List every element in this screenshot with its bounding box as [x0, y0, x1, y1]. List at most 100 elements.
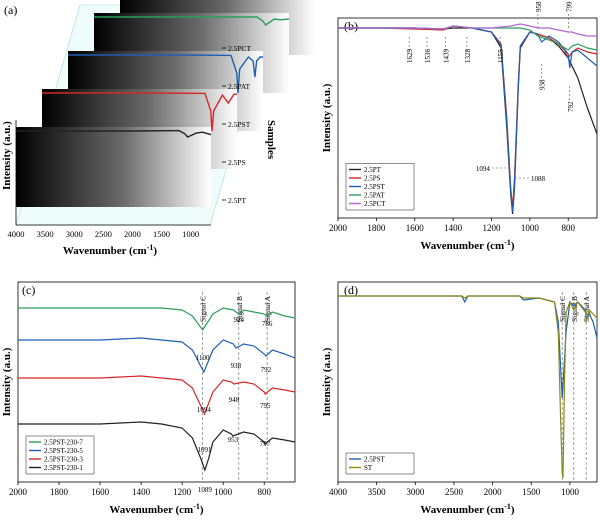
- x-tick-label: 1000: [561, 487, 580, 497]
- panel-a: (a) Intensity (a.u.) 2.5PT 2.5PS 2.5PST 2.5PA…: [1, 0, 315, 257]
- sample-label: 2.5PST: [228, 120, 251, 129]
- y-axis-label: Intensity (a.u.): [1, 347, 13, 416]
- panel-d: 4000 3500 3000 2500 2000 1500 1000 Wavenumber (…: [321, 281, 598, 516]
- x-tick-label: 1800: [50, 487, 69, 497]
- annotation-label: 953: [228, 436, 239, 444]
- x-tick-label: 1000: [182, 229, 199, 239]
- panel-tag: (c): [22, 283, 35, 297]
- series-line-2.5PCT: [94, 16, 290, 26]
- x-tick-label: 2000: [124, 229, 141, 239]
- legend-label: 2.5PST-230-3: [44, 456, 83, 464]
- x-axis-label: Wavenumber (cm-1): [420, 238, 515, 252]
- x-tick-label: 800: [257, 487, 271, 497]
- panel-tag: (b): [344, 19, 358, 33]
- signal-label: Signal A: [582, 295, 591, 322]
- annotation-label: 948: [229, 396, 240, 404]
- legend-label: 2.5PST: [364, 456, 386, 464]
- y-axis-label: Intensity (a.u.): [321, 347, 333, 416]
- legend-label: 2.5PAT: [364, 192, 385, 200]
- x-tick-label: 4000: [8, 229, 25, 239]
- x-tick-label: 1200: [482, 223, 501, 233]
- annotation-label: 792: [261, 366, 272, 374]
- series-line-2.5PT: [16, 129, 212, 138]
- x-tick-label: 3500: [37, 229, 54, 239]
- x-tick-label: 2500: [95, 229, 112, 239]
- x-tick-label: 3000: [66, 229, 83, 239]
- series-line-2.5PST-230-1: [18, 421, 296, 472]
- signal-label: Signal C: [199, 296, 208, 322]
- panel-c: 2000 1800 1600 1400 1200 1000 800 Wavenumber (c…: [1, 281, 296, 516]
- legend-label: 2.5PST: [364, 183, 386, 191]
- series-line-2.5PST-230-3: [18, 375, 296, 416]
- signal-label: Signal A: [263, 295, 272, 322]
- annotation-label: 795: [260, 402, 271, 410]
- annotation-label: 1629: [406, 49, 414, 64]
- x-tick-label: 3500: [368, 487, 387, 497]
- x-tick-label: 1600: [406, 223, 425, 233]
- sample-label: 2.5PAT: [228, 82, 250, 91]
- legend-label: 2.5PST-230-7: [44, 439, 83, 447]
- annotation-label: 1091: [198, 446, 213, 454]
- legend-label: 2.5PST-230-5: [44, 447, 83, 455]
- plot-frame: [337, 17, 598, 219]
- signal-label: Signal C: [558, 296, 567, 322]
- series-line-ST: [338, 295, 598, 479]
- legend-label: 2.5PS: [364, 175, 381, 183]
- annotation-label: 1439: [443, 49, 451, 64]
- annotation-label: 924: [234, 316, 245, 324]
- x-axis-label: Wavenumber (cm-1): [109, 502, 204, 516]
- x-axis-label: Wavenumber (cm-1): [420, 502, 515, 516]
- plot-frame: [17, 281, 296, 483]
- legend-label: 2.5PCT: [364, 200, 386, 208]
- x-tick-label: 1500: [153, 229, 170, 239]
- x-tick-label: 2000: [329, 223, 348, 233]
- annotation-label: 1100: [196, 354, 210, 362]
- legend-label: 2.5PT: [364, 166, 382, 174]
- annotation-label: 797: [260, 440, 271, 448]
- panel-b: 2000 1800 1600 1400 1200 1000 800 Wavenumber (c…: [321, 1, 598, 252]
- x-tick-label: 2000: [9, 487, 28, 497]
- series-line-2.5PCT: [338, 23, 597, 37]
- z-axis-label: Samples: [265, 120, 277, 160]
- series-line-2.5PAT: [42, 92, 237, 132]
- panel-tag: (a): [4, 3, 17, 17]
- x-tick-label: 800: [561, 223, 575, 233]
- y-axis-label: Intensity (a.u.): [321, 83, 333, 152]
- x-tick-label: 3000: [406, 487, 425, 497]
- annotation-label: 1536: [424, 49, 432, 64]
- annotation-label: 958: [535, 1, 543, 12]
- sample-label: 2.5PS: [228, 158, 246, 167]
- annotation-label: 1089: [198, 486, 213, 494]
- sample-label: 2.5PT: [228, 196, 247, 205]
- annotation-label: 786: [262, 320, 273, 328]
- series-line-2.5PST-230-5: [18, 337, 296, 374]
- x-tick-label: 1200: [173, 487, 192, 497]
- annotation-label: 1088: [531, 175, 546, 183]
- y-axis-label: Intensity (a.u.): [1, 121, 13, 190]
- x-tick-label: 2500: [445, 487, 464, 497]
- series-line-2.5PST: [68, 54, 263, 94]
- x-tick-label: 1600: [91, 487, 110, 497]
- x-axis-label: Wavenumber (cm-1): [63, 243, 158, 257]
- x-tick-label: 1400: [132, 487, 151, 497]
- annotation-label: 938: [539, 79, 547, 90]
- annotation-label: 792: [567, 101, 575, 112]
- annotation-label: 1094: [197, 406, 212, 414]
- signal-label: Signal B: [235, 296, 244, 322]
- annotation-label: 938: [231, 362, 242, 370]
- x-tick-label: 1800: [367, 223, 386, 233]
- x-tick-label: 1400: [444, 223, 463, 233]
- annotation-label: 1328: [464, 49, 472, 64]
- legend-label: ST: [364, 464, 373, 472]
- plot-frame: [337, 281, 598, 483]
- x-tick-label: 2000: [484, 487, 503, 497]
- annotation-label: 799: [565, 1, 573, 12]
- legend-box: [345, 452, 415, 475]
- x-tick-label: 1000: [214, 487, 233, 497]
- series-line-2.5PST-230-7: [18, 307, 296, 332]
- legend-label: 2.5PST-230-1: [44, 464, 83, 472]
- panel-tag: (d): [344, 283, 358, 297]
- x-tick-label: 4000: [329, 487, 348, 497]
- annotation-label: 1094: [476, 165, 491, 173]
